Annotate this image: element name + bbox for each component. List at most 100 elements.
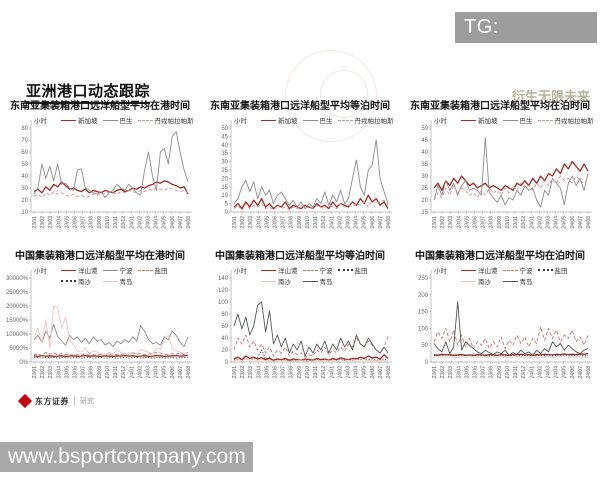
x-tick-label: 23/11 [313, 366, 319, 378]
unit-label: 小时 [434, 268, 447, 275]
y-tick-label: 10 [221, 193, 228, 199]
x-tick-label: 23/05 [64, 216, 70, 229]
x-tick-label: 23/06 [73, 366, 79, 379]
legend-label: 南沙 [478, 279, 491, 286]
y-tick-label: 80 [21, 126, 28, 132]
x-tick-label: 23/11 [113, 366, 119, 378]
x-tick-label: 23/10 [505, 216, 511, 229]
x-tick-label: 24/01 [129, 216, 135, 229]
x-tick-label: 24/06 [170, 366, 176, 379]
chart-2: 东南亚集装箱港口远洋船型平均等泊时间 0 5 10 15 20 25 30 35 40 45 50 23… [204, 100, 396, 242]
x-tick-label: 24/02 [137, 216, 143, 229]
y-tick-label: 120 [218, 288, 229, 294]
x-tick-label: 23/04 [456, 216, 462, 229]
x-tick-label: 24/03 [545, 216, 551, 229]
x-tick-label: 24/01 [129, 366, 135, 379]
decorative-circle [320, 70, 368, 118]
x-tick-label: 23/08 [89, 366, 95, 379]
series-line-宁波 [33, 323, 189, 348]
x-tick-label: 23/09 [497, 366, 503, 379]
legend-label: 宁波 [519, 268, 533, 275]
x-tick-label: 24/03 [145, 366, 151, 379]
y-tick-label: 25000% [6, 290, 29, 296]
legend-label: 新加坡 [478, 118, 498, 125]
x-tick-label: 23/07 [281, 216, 287, 229]
x-tick-label: 23/01 [432, 216, 438, 229]
chart-1: 东南亚集装箱港口远洋船型平均在港时间 10 20 30 40 50 60 70 80 23/01 2… [4, 100, 196, 242]
y-tick-label: 0% [19, 360, 28, 366]
chart-4: 中国集装箱港口远洋船型平均在港时间 0% 5000% 10000% 15000% 2000… [4, 250, 196, 392]
y-tick-label: 250 [418, 276, 429, 282]
y-tick-label: 20 [21, 198, 28, 204]
x-tick-label: 23/10 [305, 216, 311, 229]
x-tick-label: 23/12 [521, 216, 527, 229]
unit-label: 小时 [434, 118, 447, 125]
y-tick-label: 80 [221, 312, 228, 318]
legend-swatch [61, 269, 76, 271]
x-tick-label: 24/07 [378, 216, 384, 229]
legend-swatch [61, 280, 76, 282]
x-tick-label: 23/09 [297, 366, 303, 379]
legend-item-新加坡: 新加坡 [461, 115, 498, 125]
chart-plot: 0% 5000% 10000% 15000% 20000% 25000% 30000% 23/… [6, 270, 192, 379]
legend-item-丹戎帕拉帕斯: 丹戎帕拉帕斯 [137, 115, 194, 125]
legend-item-丹戎帕拉帕斯: 丹戎帕拉帕斯 [337, 115, 394, 125]
legend-label: 洋山港 [278, 268, 298, 275]
legend-swatch [537, 119, 553, 121]
x-tick-label: 23/08 [89, 216, 95, 229]
x-tick-label: 24/08 [186, 216, 192, 229]
legend-label: 巴生 [319, 118, 333, 125]
y-tick-label: 10 [21, 210, 28, 216]
x-tick-label: 24/04 [154, 216, 160, 229]
chart-legend: 小时 新加坡 巴生 丹戎帕拉帕斯 [34, 115, 196, 125]
series-line-新加坡 [433, 160, 589, 192]
x-tick-label: 23/04 [256, 216, 262, 229]
y-tick-label: 50 [421, 126, 428, 132]
x-tick-label: 23/02 [240, 216, 246, 229]
x-tick-label: 24/05 [162, 216, 168, 229]
series-line-南沙 [233, 358, 389, 362]
x-tick-label: 23/01 [232, 216, 238, 229]
legend-item-南沙: 南沙 [461, 276, 498, 286]
legend-label: 南沙 [278, 279, 291, 286]
legend-label: 洋山港 [78, 268, 98, 275]
legend-swatch [461, 269, 476, 271]
y-tick-label: 10000% [6, 332, 29, 338]
x-tick-label: 23/07 [81, 216, 87, 229]
legend-swatch [61, 119, 76, 121]
y-tick-label: 50 [421, 343, 428, 349]
x-tick-label: 24/07 [578, 216, 584, 229]
charts-grid: 东南亚集装箱港口远洋船型平均在港时间 10 20 30 40 50 60 70 80 23/01 2… [4, 100, 596, 392]
unit-label: 小时 [34, 268, 47, 275]
x-tick-label: 23/11 [313, 216, 319, 228]
x-tick-label: 23/12 [121, 366, 127, 379]
x-tick-label: 23/03 [248, 216, 254, 229]
legend-swatch [302, 119, 318, 121]
footer-divider [74, 396, 75, 406]
unit-label: 小时 [234, 118, 247, 125]
x-tick-label: 23/02 [440, 366, 446, 379]
x-tick-label: 24/04 [154, 366, 160, 379]
chart-title: 东南亚集装箱港口远洋船型平均在泊时间 [410, 101, 590, 112]
x-tick-label: 24/07 [178, 366, 184, 379]
x-tick-label: 23/07 [481, 366, 487, 379]
unit-label: 小时 [234, 268, 247, 275]
chart-title: 东南亚集装箱港口远洋船型平均等泊时间 [210, 101, 390, 112]
series-line-宁波 [433, 326, 589, 350]
chart-legend: 小时 新加坡 巴生 丹戎帕拉帕斯 [234, 115, 396, 125]
y-tick-label: 5 [225, 202, 229, 208]
x-tick-label: 23/09 [97, 216, 103, 229]
series-line-青岛 [433, 301, 589, 356]
legend-swatch [102, 119, 118, 121]
series-line-青岛 [33, 305, 189, 356]
x-tick-label: 23/03 [448, 366, 454, 379]
legend-item-盐田: 盐田 [137, 265, 168, 275]
series-line-新加坡 [33, 180, 189, 195]
x-tick-label: 24/08 [186, 366, 192, 379]
y-tick-label: 200 [418, 293, 429, 299]
y-tick-label: 60 [221, 324, 228, 330]
x-tick-label: 23/05 [464, 366, 470, 379]
x-tick-label: 24/02 [337, 216, 343, 229]
x-tick-label: 24/01 [529, 216, 535, 229]
